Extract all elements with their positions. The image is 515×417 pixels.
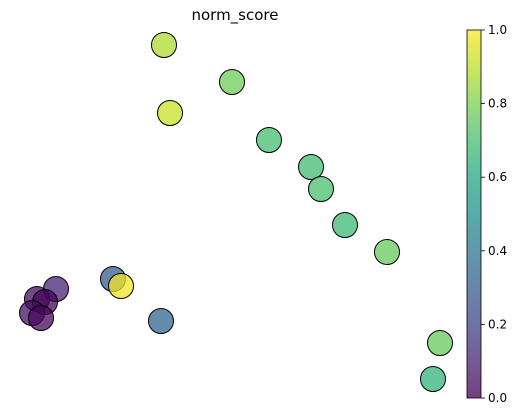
scatter-point [219,69,245,95]
scatter-point [420,366,446,392]
scatter-point [374,239,400,265]
colorbar-tick-label: 0.8 [488,97,507,111]
colorbar-ticks: 0.0 0.2 0.4 0.6 0.8 1.0 [481,23,507,405]
points-layer [19,32,453,392]
chart-title: norm_score [191,6,278,25]
colorbar: 0.0 0.2 0.4 0.6 0.8 1.0 [466,23,507,405]
scatter-point [332,212,358,238]
scatter-point [151,32,177,58]
colorbar-tick-label: 0.2 [488,317,507,331]
scatter-point [427,330,453,356]
colorbar-tick-label: 0.6 [488,170,507,184]
scatter-point [298,154,324,180]
scatter-point [308,176,334,202]
scatter-point [157,100,183,126]
scatter-point [148,308,174,334]
scatter-point [256,127,282,153]
colorbar-tick-label: 1.0 [488,23,507,37]
scatter-point [108,273,134,299]
colorbar-tick-label: 0.0 [488,391,507,405]
colorbar-gradient [466,29,482,399]
colorbar-tick-label: 0.4 [488,244,507,258]
scatter-point [28,305,54,331]
